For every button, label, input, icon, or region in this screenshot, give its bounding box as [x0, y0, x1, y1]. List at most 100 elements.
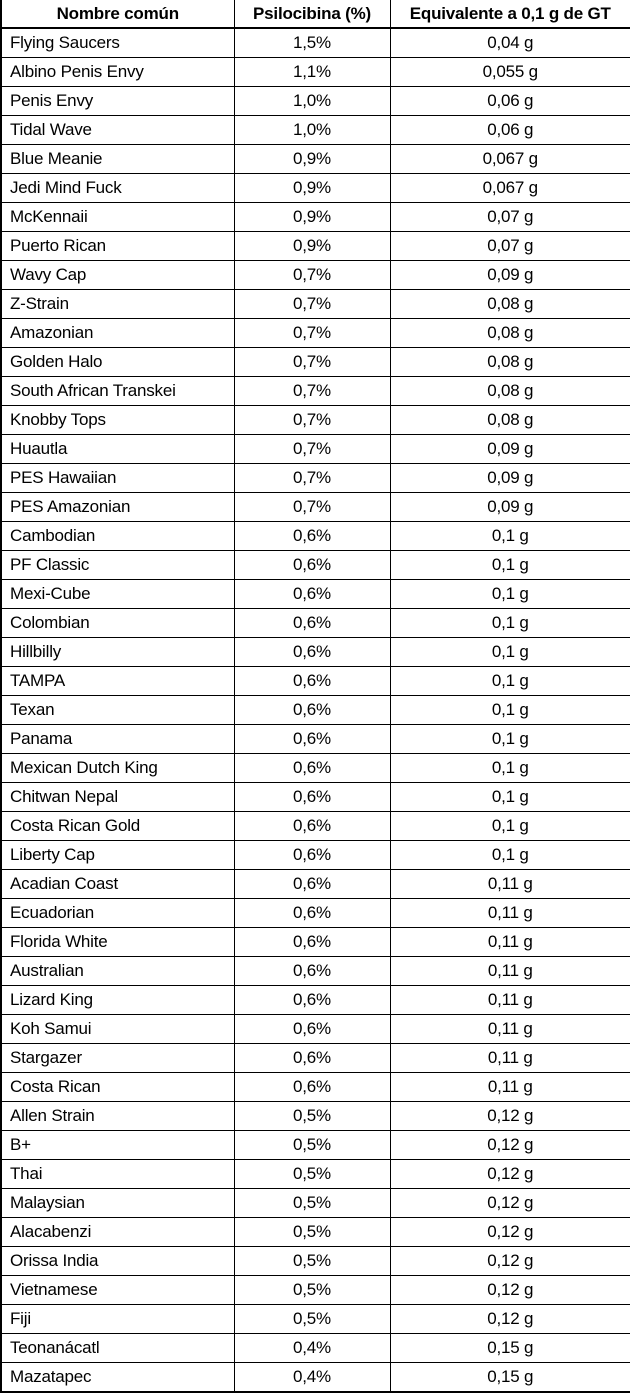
- table-row: Colombian 0,6% 0,1 g: [0, 608, 630, 638]
- table-row: South African Transkei 0,7% 0,08 g: [0, 376, 630, 406]
- cell-psilocybin-pct: 0,4%: [233, 1362, 391, 1393]
- cell-psilocybin-pct: 0,6%: [233, 753, 391, 783]
- cell-equivalent-g: 0,1 g: [389, 521, 630, 551]
- cell-equivalent-g: 0,1 g: [389, 550, 630, 580]
- cell-strain-name: Texan: [0, 695, 235, 725]
- cell-strain-name: Vietnamese: [0, 1275, 235, 1305]
- cell-psilocybin-pct: 0,6%: [233, 1043, 391, 1073]
- cell-psilocybin-pct: 0,9%: [233, 202, 391, 232]
- cell-psilocybin-pct: 0,7%: [233, 434, 391, 464]
- cell-equivalent-g: 0,12 g: [389, 1246, 630, 1276]
- column-header-equivalente: Equivalente a 0,1 g de GT: [389, 0, 630, 29]
- table-row: Tidal Wave 1,0% 0,06 g: [0, 115, 630, 145]
- cell-psilocybin-pct: 0,6%: [233, 724, 391, 754]
- table-row: Mexican Dutch King 0,6% 0,1 g: [0, 753, 630, 783]
- cell-psilocybin-pct: 0,9%: [233, 231, 391, 261]
- table-row: Texan 0,6% 0,1 g: [0, 695, 630, 725]
- table-row: Ecuadorian 0,6% 0,11 g: [0, 898, 630, 928]
- header-row: Nombre común Psilocibina (%) Equivalente…: [0, 0, 630, 29]
- cell-equivalent-g: 0,12 g: [389, 1275, 630, 1305]
- table-row: Albino Penis Envy 1,1% 0,055 g: [0, 57, 630, 87]
- cell-psilocybin-pct: 0,9%: [233, 144, 391, 174]
- table-row: Knobby Tops 0,7% 0,08 g: [0, 405, 630, 435]
- cell-equivalent-g: 0,11 g: [389, 869, 630, 899]
- cell-psilocybin-pct: 0,5%: [233, 1188, 391, 1218]
- table-row: Blue Meanie 0,9% 0,067 g: [0, 144, 630, 174]
- cell-psilocybin-pct: 0,6%: [233, 985, 391, 1015]
- table-row: Stargazer 0,6% 0,11 g: [0, 1043, 630, 1073]
- cell-strain-name: PF Classic: [0, 550, 235, 580]
- cell-strain-name: Chitwan Nepal: [0, 782, 235, 812]
- cell-strain-name: Thai: [0, 1159, 235, 1189]
- cell-psilocybin-pct: 1,0%: [233, 86, 391, 116]
- cell-strain-name: Allen Strain: [0, 1101, 235, 1131]
- cell-equivalent-g: 0,08 g: [389, 289, 630, 319]
- cell-equivalent-g: 0,11 g: [389, 985, 630, 1015]
- cell-equivalent-g: 0,08 g: [389, 405, 630, 435]
- cell-equivalent-g: 0,15 g: [389, 1362, 630, 1393]
- cell-equivalent-g: 0,1 g: [389, 782, 630, 812]
- cell-strain-name: Alacabenzi: [0, 1217, 235, 1247]
- cell-psilocybin-pct: 0,7%: [233, 492, 391, 522]
- cell-psilocybin-pct: 0,5%: [233, 1159, 391, 1189]
- cell-equivalent-g: 0,06 g: [389, 115, 630, 145]
- cell-equivalent-g: 0,1 g: [389, 637, 630, 667]
- cell-psilocybin-pct: 0,6%: [233, 521, 391, 551]
- cell-equivalent-g: 0,09 g: [389, 434, 630, 464]
- cell-psilocybin-pct: 0,5%: [233, 1246, 391, 1276]
- cell-strain-name: Hillbilly: [0, 637, 235, 667]
- cell-equivalent-g: 0,15 g: [389, 1333, 630, 1363]
- cell-strain-name: Wavy Cap: [0, 260, 235, 290]
- cell-psilocybin-pct: 0,6%: [233, 579, 391, 609]
- cell-psilocybin-pct: 0,7%: [233, 463, 391, 493]
- cell-strain-name: Mexi-Cube: [0, 579, 235, 609]
- table-row: Alacabenzi 0,5% 0,12 g: [0, 1217, 630, 1247]
- cell-equivalent-g: 0,07 g: [389, 231, 630, 261]
- table-row: Liberty Cap 0,6% 0,1 g: [0, 840, 630, 870]
- table-row: Florida White 0,6% 0,11 g: [0, 927, 630, 957]
- cell-psilocybin-pct: 0,6%: [233, 695, 391, 725]
- table-row: Costa Rican 0,6% 0,11 g: [0, 1072, 630, 1102]
- table-row: Hillbilly 0,6% 0,1 g: [0, 637, 630, 667]
- cell-strain-name: Australian: [0, 956, 235, 986]
- table-row: Z-Strain 0,7% 0,08 g: [0, 289, 630, 319]
- cell-strain-name: PES Hawaiian: [0, 463, 235, 493]
- cell-psilocybin-pct: 0,6%: [233, 811, 391, 841]
- table-row: Panama 0,6% 0,1 g: [0, 724, 630, 754]
- cell-psilocybin-pct: 0,9%: [233, 173, 391, 203]
- column-header-nombre-comun: Nombre común: [0, 0, 235, 29]
- cell-strain-name: Jedi Mind Fuck: [0, 173, 235, 203]
- table-row: PES Amazonian 0,7% 0,09 g: [0, 492, 630, 522]
- cell-equivalent-g: 0,12 g: [389, 1159, 630, 1189]
- table-row: Acadian Coast 0,6% 0,11 g: [0, 869, 630, 899]
- cell-equivalent-g: 0,12 g: [389, 1304, 630, 1334]
- cell-psilocybin-pct: 0,6%: [233, 927, 391, 957]
- cell-equivalent-g: 0,055 g: [389, 57, 630, 87]
- cell-equivalent-g: 0,08 g: [389, 318, 630, 348]
- cell-psilocybin-pct: 0,7%: [233, 260, 391, 290]
- cell-equivalent-g: 0,12 g: [389, 1188, 630, 1218]
- cell-equivalent-g: 0,11 g: [389, 927, 630, 957]
- cell-strain-name: Acadian Coast: [0, 869, 235, 899]
- table-row: Penis Envy 1,0% 0,06 g: [0, 86, 630, 116]
- cell-strain-name: McKennaii: [0, 202, 235, 232]
- table-row: PES Hawaiian 0,7% 0,09 g: [0, 463, 630, 493]
- cell-strain-name: Blue Meanie: [0, 144, 235, 174]
- cell-psilocybin-pct: 0,7%: [233, 376, 391, 406]
- cell-psilocybin-pct: 1,5%: [233, 27, 391, 58]
- table-row: Vietnamese 0,5% 0,12 g: [0, 1275, 630, 1305]
- cell-strain-name: Stargazer: [0, 1043, 235, 1073]
- cell-equivalent-g: 0,11 g: [389, 1014, 630, 1044]
- cell-strain-name: Golden Halo: [0, 347, 235, 377]
- cell-equivalent-g: 0,1 g: [389, 811, 630, 841]
- column-header-psilocibina: Psilocibina (%): [233, 0, 391, 29]
- cell-psilocybin-pct: 0,5%: [233, 1130, 391, 1160]
- cell-psilocybin-pct: 1,0%: [233, 115, 391, 145]
- table-row: Costa Rican Gold 0,6% 0,1 g: [0, 811, 630, 841]
- cell-strain-name: Tidal Wave: [0, 115, 235, 145]
- table-row: Thai 0,5% 0,12 g: [0, 1159, 630, 1189]
- cell-psilocybin-pct: 0,5%: [233, 1304, 391, 1334]
- cell-equivalent-g: 0,04 g: [389, 27, 630, 58]
- table-row: Puerto Rican 0,9% 0,07 g: [0, 231, 630, 261]
- cell-strain-name: TAMPA: [0, 666, 235, 696]
